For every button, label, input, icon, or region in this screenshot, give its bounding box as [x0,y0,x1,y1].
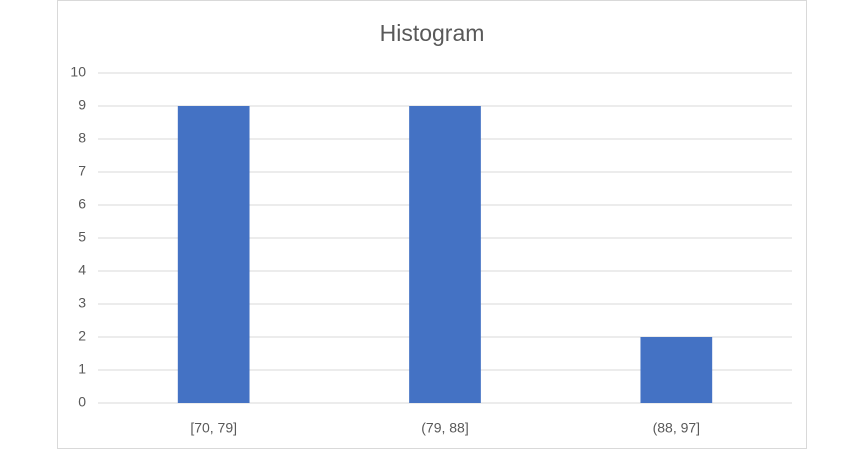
y-tick-label: 9 [78,97,86,113]
bar [409,106,481,403]
y-tick-label: 5 [78,229,86,245]
y-tick-label: 2 [78,328,86,344]
y-tick-label: 0 [78,394,86,410]
bar [640,337,713,403]
y-tick-label: 7 [78,163,86,179]
y-tick-label: 6 [78,196,86,212]
y-tick-label: 3 [78,295,86,311]
x-tick-label: (79, 88] [421,420,468,436]
chart-title: Histogram [380,20,485,46]
y-tick-label: 4 [78,262,86,278]
y-tick-label: 8 [78,130,86,146]
y-tick-label: 1 [78,361,86,377]
y-tick-label: 10 [70,64,86,80]
bar [177,106,250,403]
x-tick-label: [70, 79] [190,420,237,436]
x-tick-label: (88, 97] [653,420,700,436]
